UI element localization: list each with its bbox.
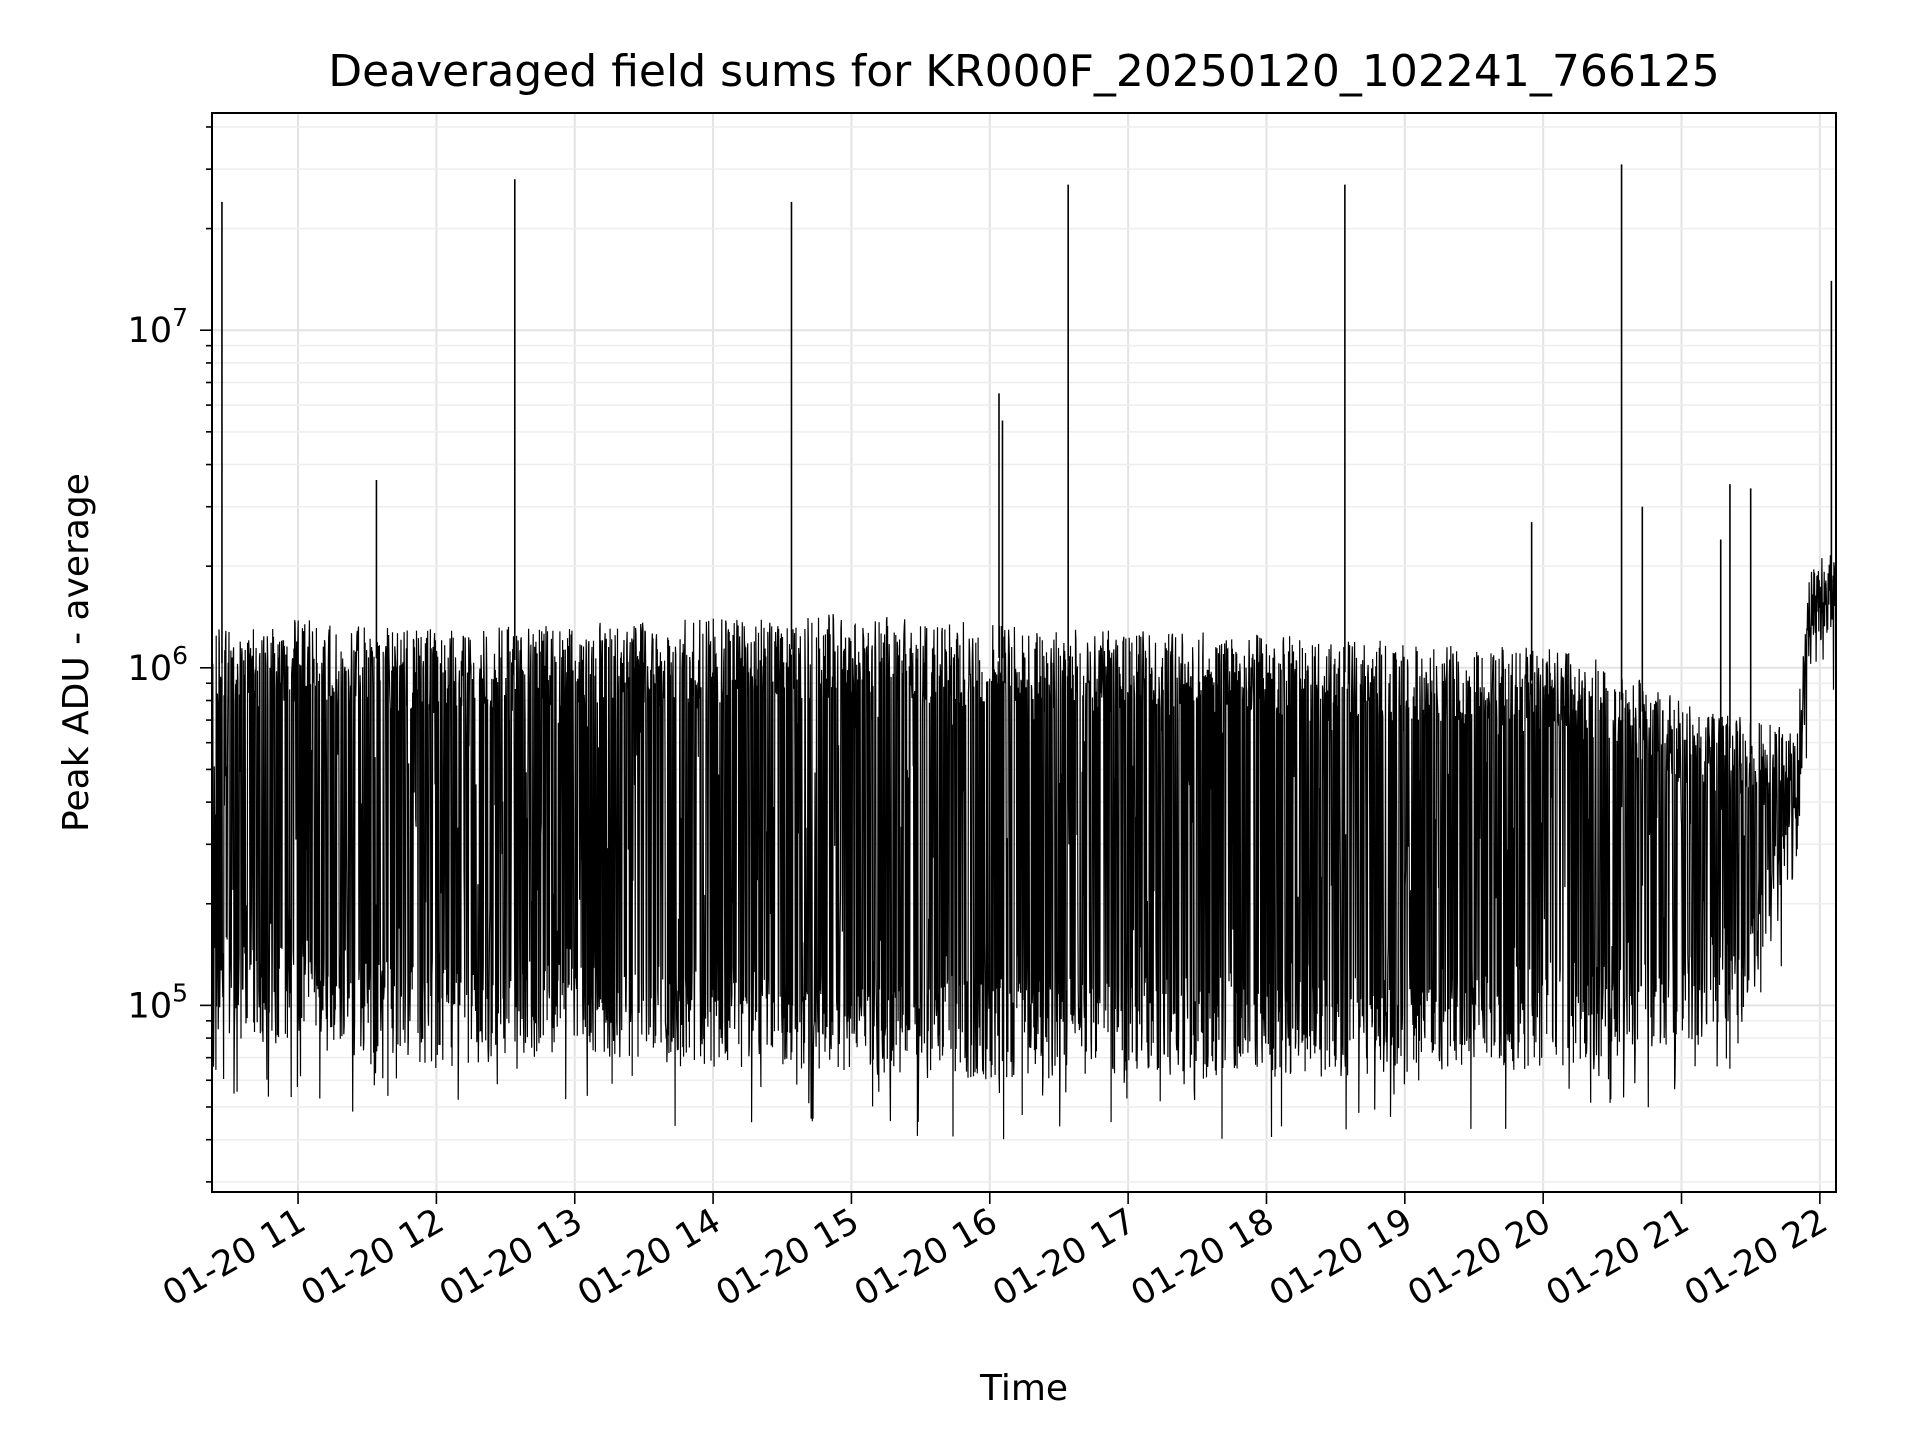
series-line [212, 164, 1837, 1140]
series-path [212, 555, 1837, 1140]
y-tick-label: 106 [128, 641, 188, 689]
y-tick-label: 107 [128, 303, 188, 351]
x-axis-label: Time [979, 1368, 1068, 1409]
y-axis-label: Peak ADU - average [56, 473, 97, 832]
x-tick-label: 01-20 14 [571, 1201, 727, 1314]
x-tick-label: 01-20 19 [1263, 1201, 1419, 1314]
plot-frame [211, 112, 1837, 1193]
x-tick-label: 01-20 18 [1125, 1201, 1281, 1314]
x-tick-label: 01-20 11 [156, 1201, 312, 1314]
x-tick-label: 01-20 21 [1540, 1201, 1696, 1314]
x-tick-label: 01-20 15 [710, 1201, 866, 1314]
chart-title: Deaveraged field sums for KR000F_2025012… [328, 46, 1720, 97]
x-tick-label: 01-20 22 [1678, 1201, 1834, 1314]
x-tick-label: 01-20 20 [1401, 1201, 1557, 1314]
x-tick-label: 01-20 17 [986, 1201, 1142, 1314]
x-tick-label: 01-20 12 [295, 1201, 451, 1314]
x-tick-label: 01-20 13 [433, 1201, 589, 1314]
y-tick-label: 105 [128, 978, 188, 1026]
x-tick-label: 01-20 16 [848, 1201, 1004, 1314]
